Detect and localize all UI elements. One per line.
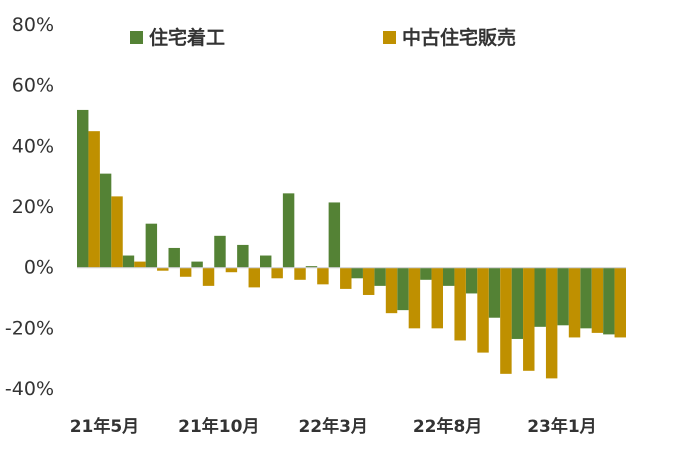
bar-series2-22-07 (408, 267, 421, 329)
bar-series1-22-07 (397, 267, 409, 311)
y-tick-label: -40% (5, 378, 54, 400)
bar-series2-22-04 (340, 267, 352, 289)
bar-series1-21-12 (237, 244, 249, 268)
x-tick-label: 22年8月 (413, 416, 483, 437)
bar-series2-23-04 (614, 267, 626, 338)
legend-swatch (130, 31, 143, 44)
bar-series1-23-01 (534, 267, 546, 327)
bar-series2-22-02 (294, 267, 306, 280)
bar-series2-21-11 (225, 267, 238, 273)
bar-series1-22-04 (328, 202, 341, 268)
x-tick-label: 21年10月 (178, 416, 259, 437)
bar-series1-21-06 (99, 173, 112, 268)
bar-series1-21-05 (77, 109, 89, 268)
bar-series1-22-12 (511, 267, 524, 339)
bar-series1-21-08 (145, 223, 158, 268)
bar-series1-23-03 (580, 267, 592, 329)
y-tick-label: 60% (12, 75, 54, 97)
x-axis: 21年5月 21年10月 22年3月 22年8月 23年1月 (70, 416, 597, 437)
legend-label: 住宅着工 (149, 26, 225, 49)
series-2 (88, 131, 626, 379)
bar-series2-23-03 (591, 267, 604, 333)
bar-series2-22-01 (271, 267, 283, 279)
bar-series1-22-11 (488, 267, 501, 318)
bar-series2-22-09 (454, 267, 466, 341)
bar-series1-23-04 (603, 267, 615, 335)
bar-series2-22-05 (362, 267, 375, 295)
bar-series1-22-01 (260, 255, 272, 268)
bar-series1-23-02 (557, 267, 569, 326)
bar-series1-21-11 (214, 235, 226, 268)
bar-series2-22-10 (477, 267, 489, 353)
y-tick-label: 20% (12, 196, 54, 218)
bar-series1-22-02 (282, 193, 295, 268)
y-axis: 80% 60% 40% 20% 0% -20% -40% (5, 14, 54, 400)
bar-series2-21-08 (157, 267, 169, 271)
y-tick-label: 0% (24, 257, 54, 279)
bar-series1-22-08 (420, 267, 432, 280)
bar-series2-23-01 (545, 267, 558, 379)
x-tick-label: 22年3月 (298, 416, 368, 437)
bar-series2-22-08 (431, 267, 443, 329)
y-tick-label: 80% (12, 14, 54, 36)
legend: 住宅着工 中古住宅販売 (130, 26, 516, 49)
legend-item-2: 中古住宅販売 (383, 26, 516, 49)
y-tick-label: -20% (5, 317, 54, 339)
x-tick-label: 21年5月 (70, 416, 140, 437)
bar-series1-22-10 (465, 267, 478, 294)
bars (77, 109, 626, 379)
bar-series1-21-09 (168, 247, 180, 268)
legend-swatch (383, 31, 396, 44)
bar-series2-22-06 (385, 267, 398, 314)
bar-series2-21-10 (202, 267, 215, 286)
bar-series2-22-12 (523, 267, 535, 371)
bar-series2-21-05 (88, 131, 100, 268)
bar-series2-21-06 (111, 196, 123, 268)
y-tick-label: 40% (12, 135, 54, 157)
bar-series1-22-03 (305, 266, 318, 268)
bar-series2-21-09 (179, 267, 192, 277)
bar-series2-22-11 (500, 267, 512, 374)
bar-series1-22-09 (443, 267, 455, 286)
bar-series2-22-03 (317, 267, 329, 285)
legend-label: 中古住宅販売 (402, 26, 516, 49)
series-1 (77, 109, 615, 339)
bar-series2-23-02 (568, 267, 581, 338)
legend-item-1: 住宅着工 (130, 26, 225, 49)
bar-series1-22-05 (351, 267, 363, 279)
bar-series2-21-12 (248, 267, 260, 288)
bar-series1-22-06 (374, 267, 386, 286)
bar-series1-21-10 (191, 261, 203, 268)
x-tick-label: 23年1月 (527, 416, 597, 437)
bar-series1-21-07 (122, 255, 135, 268)
bar-series2-21-07 (134, 261, 146, 268)
